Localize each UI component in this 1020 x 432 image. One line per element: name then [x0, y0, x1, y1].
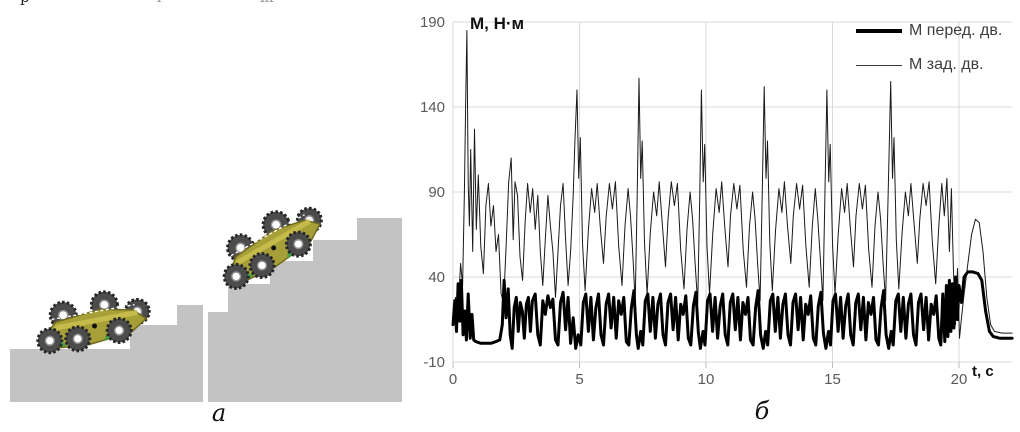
chart-title: М, Н·м [470, 14, 525, 33]
x-axis-label: t, с [972, 363, 994, 380]
x-axis-tick-label: 15 [824, 371, 841, 388]
x-axis-tick-label: 5 [575, 371, 584, 388]
legend-label: М зад. дв. [909, 56, 984, 73]
cropped-text-fragment: ж [260, 0, 274, 5]
x-axis-tick-label: 0 [448, 371, 458, 388]
thin-line-swatch-icon [856, 64, 902, 66]
stair-profile-right [208, 218, 402, 402]
thick-line-swatch-icon [856, 29, 902, 33]
y-axis-tick-label: 40 [428, 269, 445, 286]
panel-b-caption: б [754, 397, 770, 425]
cropped-text-fragment: р [20, 0, 30, 5]
legend-item-front-motor: М перед. дв. [856, 20, 1002, 42]
x-axis-tick-label: 20 [950, 371, 968, 388]
series-line-front-motor [451, 270, 1014, 350]
stair-profile-left [10, 305, 203, 402]
cropped-text-fragment: т [155, 0, 163, 5]
y-axis-tick-label: -10 [423, 354, 445, 371]
y-axis-tick-label: 90 [428, 184, 445, 201]
series-line-rear-motor [452, 30, 1013, 339]
x-axis-tick-label: 10 [697, 371, 715, 388]
y-axis-tick-label: 190 [419, 14, 445, 31]
panel-a-caption: а [211, 399, 227, 427]
legend-item-rear-motor: М зад. дв. [856, 54, 1002, 76]
legend-label: М перед. дв. [909, 22, 1003, 39]
chart-legend: М перед. дв. М зад. дв. [856, 20, 1002, 88]
y-axis-tick-label: 140 [419, 99, 445, 116]
